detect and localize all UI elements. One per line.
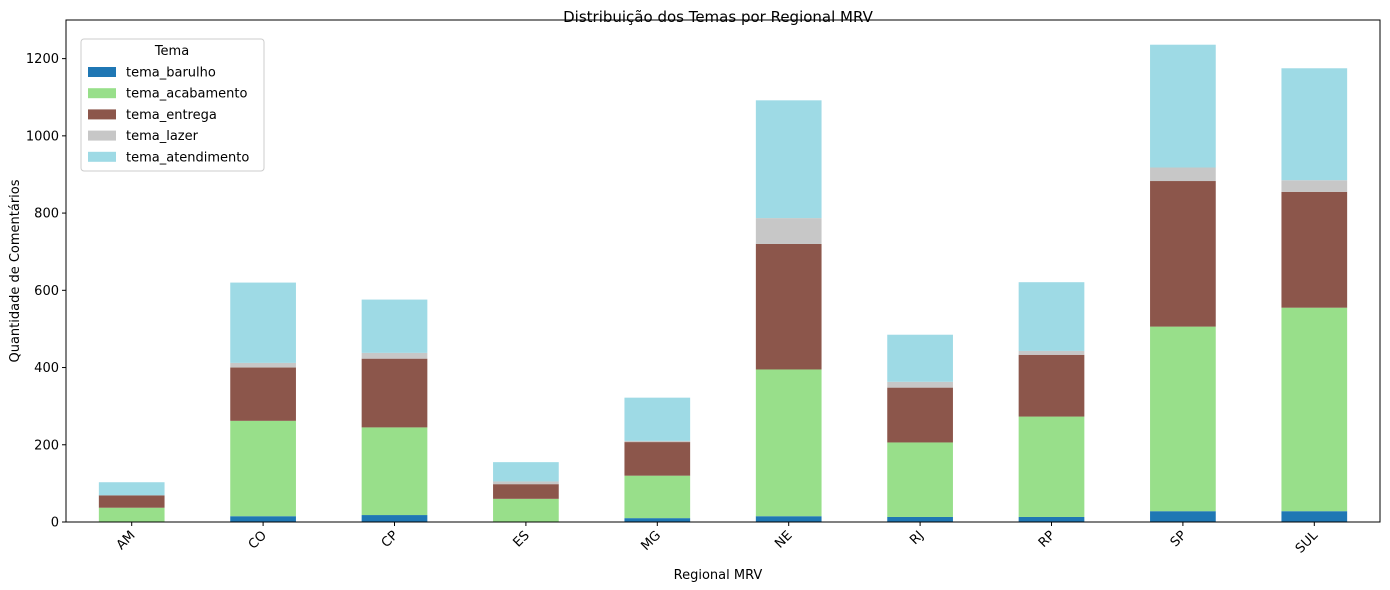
bar-segment-tema_barulho-RJ xyxy=(887,516,953,522)
x-tick-label-CP: CP xyxy=(379,528,402,551)
x-tick-label-AM: AM xyxy=(114,528,139,553)
bar-segment-tema_atendimento-CO xyxy=(230,282,296,363)
legend-label-tema_entrega: tema_entrega xyxy=(126,108,217,123)
legend-swatch-tema_atendimento xyxy=(88,151,116,162)
bar-segment-tema_barulho-SUL xyxy=(1281,511,1348,522)
bar-segment-tema_acabamento-MG xyxy=(624,475,691,519)
y-tick-label: 1000 xyxy=(26,129,59,144)
y-tick-label: 400 xyxy=(34,361,59,376)
legend-label-tema_acabamento: tema_acabamento xyxy=(126,87,248,102)
y-tick-label: 1200 xyxy=(26,52,59,67)
bar-segment-tema_acabamento-CO xyxy=(230,420,296,517)
bar-segment-tema_atendimento-SUL xyxy=(1281,68,1348,181)
y-tick-label: 0 xyxy=(51,516,59,531)
x-tick-label-SP: SP xyxy=(1168,528,1190,550)
legend-title: Tema xyxy=(154,44,189,59)
bar-segment-tema_atendimento-MG xyxy=(624,397,691,441)
bar-segment-tema_acabamento-SP xyxy=(1150,326,1216,512)
legend-swatch-tema_lazer xyxy=(88,130,116,141)
bar-segment-tema_entrega-RJ xyxy=(887,387,953,443)
x-axis-title: Regional MRV xyxy=(674,568,763,583)
legend: Tema tema_barulho tema_acabamento tema_ent… xyxy=(80,38,265,172)
bar-segment-tema_barulho-RP xyxy=(1018,516,1085,522)
legend-items: tema_barulho tema_acabamento tema_entregat… xyxy=(88,66,249,165)
bar-segment-tema_acabamento-ES xyxy=(493,498,559,522)
bar-segment-tema_acabamento-CP xyxy=(361,427,428,516)
bar-segment-tema_entrega-AM xyxy=(98,495,165,508)
x-tick-label-RP: RP xyxy=(1036,528,1059,551)
bar-segment-tema_entrega-CP xyxy=(361,358,428,428)
bar-segment-tema_atendimento-RJ xyxy=(887,334,953,382)
y-tick-label: 600 xyxy=(34,284,59,299)
bar-segment-tema_barulho-CP xyxy=(361,515,428,522)
y-axis-title: Quantidade de Comentários xyxy=(8,179,23,362)
bar-segment-tema_lazer-CP xyxy=(361,352,428,359)
x-tick-label-SUL: SUL xyxy=(1293,528,1322,557)
y-tick-label: 800 xyxy=(34,207,59,222)
x-tick-label-CO: CO xyxy=(246,528,270,552)
plot-frame xyxy=(65,19,1381,523)
bar-segment-tema_acabamento-SUL xyxy=(1281,307,1348,512)
legend-swatch-tema_entrega xyxy=(88,109,116,120)
bar-segment-tema_lazer-SUL xyxy=(1281,180,1348,192)
bar-segment-tema_entrega-SUL xyxy=(1281,191,1348,308)
bar-segment-tema_lazer-RJ xyxy=(887,381,953,388)
bar-segment-tema_atendimento-CP xyxy=(361,299,428,353)
bar-segment-tema_acabamento-AM xyxy=(98,507,165,522)
bar-segment-tema_lazer-MG xyxy=(624,440,691,443)
chart-title: Distribuição dos Temas por Regional MRV xyxy=(563,8,873,26)
bar-segment-tema_atendimento-AM xyxy=(98,482,165,496)
x-tick-label-RJ: RJ xyxy=(907,528,927,548)
bar-segment-tema_entrega-ES xyxy=(493,484,559,499)
x-tick-label-MG: MG xyxy=(638,528,664,554)
bar-segment-tema_barulho-NE xyxy=(755,516,822,522)
bar-segment-tema_entrega-SP xyxy=(1150,181,1216,327)
bar-segment-tema_lazer-CO xyxy=(230,362,296,368)
bar-segment-tema_barulho-CO xyxy=(230,516,296,522)
bar-segment-tema_barulho-SP xyxy=(1150,511,1216,522)
legend-label-tema_barulho: tema_barulho xyxy=(126,66,216,81)
bar-segment-tema_lazer-ES xyxy=(493,481,559,485)
bar-segment-tema_entrega-CO xyxy=(230,367,296,421)
bar-segment-tema_lazer-RP xyxy=(1018,350,1085,355)
bar-segment-tema_entrega-MG xyxy=(624,442,691,476)
bar-segment-tema_atendimento-SP xyxy=(1150,44,1216,168)
bar-segment-tema_atendimento-NE xyxy=(755,100,822,219)
x-axis: AM CO CP ES MG NE RJ RP SP SUL xyxy=(114,522,1322,557)
bar-segment-tema_barulho-MG xyxy=(624,518,691,522)
bar-segment-tema_atendimento-ES xyxy=(493,462,559,482)
legend-box xyxy=(80,38,265,172)
bar-segment-tema_entrega-RP xyxy=(1018,354,1085,417)
y-tick-label: 200 xyxy=(34,438,59,453)
legend-label-tema_lazer: tema_lazer xyxy=(126,129,199,144)
bar-segment-tema_acabamento-RJ xyxy=(887,442,953,517)
legend-label-tema_atendimento: tema_atendimento xyxy=(126,150,249,165)
plot-area xyxy=(98,44,1348,522)
x-tick-label-NE: NE xyxy=(772,528,795,551)
bar-segment-tema_entrega-NE xyxy=(755,243,822,370)
bar-segment-tema_atendimento-RP xyxy=(1018,282,1085,351)
legend-swatch-tema_barulho xyxy=(88,67,116,77)
y-axis: 0 200 400 600 800 1000 1200 xyxy=(26,52,66,531)
bar-segment-tema_acabamento-RP xyxy=(1018,416,1085,517)
bar-segment-tema_lazer-NE xyxy=(755,218,822,244)
legend-swatch-tema_acabamento xyxy=(88,88,116,99)
x-tick-label-ES: ES xyxy=(510,528,532,550)
bar-segment-tema_acabamento-NE xyxy=(755,369,822,517)
bar-segment-tema_lazer-SP xyxy=(1150,167,1216,182)
